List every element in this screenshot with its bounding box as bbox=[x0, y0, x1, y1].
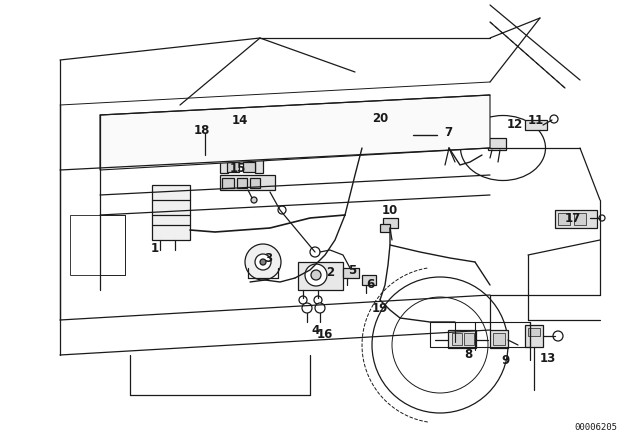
Text: 13: 13 bbox=[540, 352, 556, 365]
Bar bbox=[255, 138, 263, 173]
Text: 3: 3 bbox=[264, 251, 272, 264]
Bar bbox=[298, 262, 343, 290]
Text: 5: 5 bbox=[348, 263, 356, 276]
Polygon shape bbox=[100, 95, 490, 170]
Circle shape bbox=[299, 296, 307, 304]
Circle shape bbox=[311, 270, 321, 280]
Circle shape bbox=[310, 247, 320, 257]
Bar bbox=[222, 178, 234, 188]
Bar bbox=[448, 330, 476, 348]
Text: 8: 8 bbox=[464, 349, 472, 362]
Bar bbox=[152, 185, 190, 240]
Bar bbox=[358, 122, 413, 150]
Text: 12: 12 bbox=[507, 119, 523, 132]
Bar bbox=[555, 210, 597, 228]
Bar bbox=[250, 178, 260, 188]
Text: 9: 9 bbox=[501, 353, 509, 366]
Text: 7: 7 bbox=[444, 126, 452, 139]
Circle shape bbox=[305, 264, 327, 286]
Bar bbox=[430, 322, 530, 347]
Bar bbox=[488, 138, 506, 150]
Circle shape bbox=[251, 197, 257, 203]
Circle shape bbox=[245, 244, 281, 280]
Text: 2: 2 bbox=[326, 266, 334, 279]
Circle shape bbox=[550, 115, 558, 123]
Bar bbox=[383, 218, 398, 228]
Bar bbox=[490, 330, 508, 348]
Bar bbox=[361, 125, 369, 147]
Text: 19: 19 bbox=[372, 302, 388, 314]
Circle shape bbox=[599, 215, 605, 221]
Bar bbox=[437, 132, 447, 146]
Bar bbox=[380, 224, 390, 232]
Text: 6: 6 bbox=[366, 279, 374, 292]
Text: 11: 11 bbox=[528, 113, 544, 126]
Bar bbox=[205, 138, 285, 150]
Bar bbox=[528, 328, 540, 336]
Bar bbox=[381, 125, 389, 147]
Circle shape bbox=[255, 254, 271, 270]
Text: 18: 18 bbox=[194, 124, 210, 137]
Bar bbox=[70, 215, 125, 275]
Bar bbox=[525, 325, 543, 347]
Text: 1: 1 bbox=[151, 241, 159, 254]
Circle shape bbox=[315, 303, 325, 313]
Bar bbox=[391, 125, 399, 147]
Circle shape bbox=[314, 296, 322, 304]
Bar bbox=[435, 130, 463, 148]
Circle shape bbox=[553, 331, 563, 341]
Text: 20: 20 bbox=[372, 112, 388, 125]
Circle shape bbox=[392, 297, 488, 393]
Bar bbox=[558, 213, 570, 225]
Text: 4: 4 bbox=[312, 323, 320, 336]
Circle shape bbox=[302, 303, 312, 313]
Bar bbox=[401, 125, 409, 147]
Circle shape bbox=[278, 206, 286, 214]
Text: 00006205: 00006205 bbox=[574, 423, 617, 432]
Bar bbox=[362, 275, 376, 285]
Bar bbox=[220, 175, 275, 190]
Bar bbox=[343, 268, 359, 278]
Bar bbox=[218, 150, 266, 160]
Bar bbox=[525, 120, 547, 130]
Text: 14: 14 bbox=[232, 113, 248, 126]
Bar bbox=[493, 333, 505, 345]
Text: 17: 17 bbox=[565, 211, 581, 224]
Bar bbox=[464, 333, 474, 345]
Text: 10: 10 bbox=[382, 203, 398, 216]
Bar bbox=[243, 162, 255, 172]
Bar bbox=[574, 213, 586, 225]
Circle shape bbox=[372, 277, 508, 413]
Bar bbox=[371, 125, 379, 147]
Bar bbox=[200, 130, 210, 138]
Bar bbox=[220, 138, 228, 173]
Bar bbox=[237, 178, 247, 188]
Bar bbox=[452, 333, 462, 345]
Circle shape bbox=[260, 259, 266, 265]
Text: 16: 16 bbox=[317, 328, 333, 341]
Text: 15: 15 bbox=[230, 161, 246, 175]
Bar bbox=[227, 162, 239, 172]
